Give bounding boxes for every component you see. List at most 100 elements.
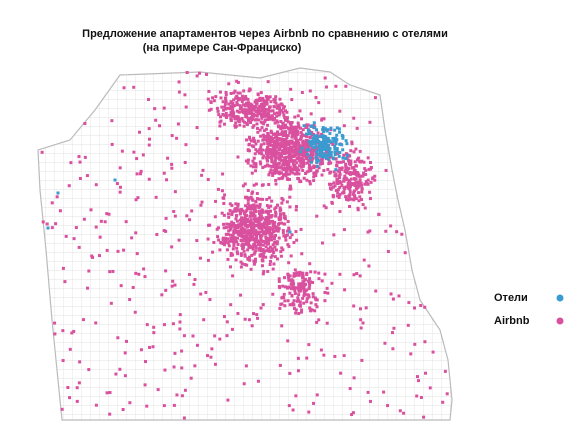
airbnb-dot: [235, 219, 239, 223]
airbnb-dot: [222, 196, 226, 200]
airbnb-dot: [283, 109, 287, 113]
airbnb-dot: [357, 191, 361, 195]
airbnb-dot: [348, 190, 352, 194]
airbnb-dot: [284, 138, 288, 142]
airbnb-dot: [305, 126, 309, 130]
airbnb-dot: [123, 374, 127, 378]
airbnb-dot: [252, 252, 256, 256]
airbnb-dot: [246, 161, 250, 165]
airbnb-dot: [278, 306, 282, 310]
airbnb-dot: [240, 223, 244, 227]
airbnb-dot: [139, 169, 143, 173]
airbnb-dot: [305, 273, 309, 277]
airbnb-dot: [291, 279, 295, 283]
airbnb-dot: [291, 408, 295, 412]
airbnb-dot: [262, 101, 266, 105]
airbnb-dot: [236, 312, 240, 316]
airbnb-dot: [220, 105, 224, 109]
airbnb-dot: [271, 227, 275, 231]
airbnb-dot: [128, 298, 132, 302]
airbnb-dot: [265, 95, 269, 99]
airbnb-dot: [366, 230, 370, 234]
airbnb-dot: [184, 143, 188, 147]
airbnb-dot: [271, 249, 275, 253]
airbnb-dot: [255, 217, 259, 221]
airbnb-dot: [307, 158, 311, 162]
airbnb-dot: [313, 309, 317, 313]
airbnb-dot: [239, 252, 243, 256]
airbnb-dot: [304, 277, 308, 281]
airbnb-dot: [344, 185, 348, 189]
airbnb-dot: [268, 226, 272, 230]
airbnb-dot: [331, 185, 335, 189]
airbnb-dot: [247, 242, 251, 246]
airbnb-dot: [177, 238, 181, 242]
airbnb-dot: [77, 245, 81, 249]
airbnb-dot: [305, 156, 309, 160]
airbnb-dot: [253, 242, 257, 246]
airbnb-dot: [257, 224, 261, 228]
hotel-dot: [307, 147, 311, 151]
airbnb-dot: [261, 248, 265, 252]
airbnb-dot: [334, 157, 338, 161]
airbnb-dot: [143, 360, 147, 364]
airbnb-dot: [312, 401, 316, 405]
airbnb-dot: [211, 250, 215, 254]
airbnb-dot: [291, 171, 295, 175]
airbnb-dot: [243, 182, 247, 186]
airbnb-dot: [278, 154, 282, 158]
airbnb-dot: [282, 168, 286, 172]
hotel-dot: [345, 142, 349, 146]
airbnb-dot: [235, 225, 239, 229]
airbnb-dot: [335, 178, 339, 182]
airbnb-dot: [294, 205, 298, 209]
hotel-dot: [341, 156, 345, 160]
airbnb-dot: [280, 139, 284, 143]
airbnb-dot: [214, 95, 218, 99]
airbnb-dot: [288, 141, 292, 145]
airbnb-dot: [258, 128, 262, 132]
airbnb-dot: [262, 142, 266, 146]
airbnb-dot: [350, 413, 354, 417]
airbnb-dot: [277, 227, 281, 231]
hotel-dot: [322, 139, 326, 143]
hotel-dot: [316, 164, 320, 168]
airbnb-dot: [252, 124, 256, 128]
airbnb-dot: [278, 363, 282, 367]
airbnb-dot: [274, 156, 278, 160]
airbnb-dot: [353, 169, 357, 173]
airbnb-dot: [274, 206, 278, 210]
airbnb-dot: [258, 230, 262, 234]
airbnb-dot: [300, 117, 304, 121]
airbnb-dot: [336, 169, 340, 173]
airbnb-dot: [242, 110, 246, 114]
airbnb-dot: [229, 303, 233, 307]
airbnb-dot: [266, 137, 270, 141]
airbnb-dot: [288, 184, 292, 188]
airbnb-dot: [246, 205, 250, 209]
airbnb-dot: [250, 106, 254, 110]
airbnb-dot: [360, 358, 364, 362]
airbnb-dot: [293, 289, 297, 293]
airbnb-dot: [346, 184, 350, 188]
airbnb-dot: [344, 84, 348, 88]
airbnb-dot: [326, 291, 330, 295]
airbnb-dot: [134, 231, 138, 235]
airbnb-dot: [325, 286, 329, 290]
airbnb-dot: [170, 162, 174, 166]
airbnb-dot: [362, 171, 366, 175]
airbnb-dot: [323, 272, 327, 276]
airbnb-dot: [300, 165, 304, 169]
airbnb-dot: [285, 286, 289, 290]
airbnb-dot: [337, 160, 341, 164]
airbnb-dot: [143, 383, 147, 387]
airbnb-dot: [282, 133, 286, 137]
hotel-dot: [333, 144, 337, 148]
hotel-dot: [324, 143, 328, 147]
airbnb-dot: [311, 295, 315, 299]
airbnb-dot: [292, 127, 296, 131]
hotel-dot: [334, 142, 338, 146]
hotel-dot: [304, 132, 308, 136]
airbnb-dot: [279, 250, 283, 254]
airbnb-dot: [335, 181, 339, 185]
